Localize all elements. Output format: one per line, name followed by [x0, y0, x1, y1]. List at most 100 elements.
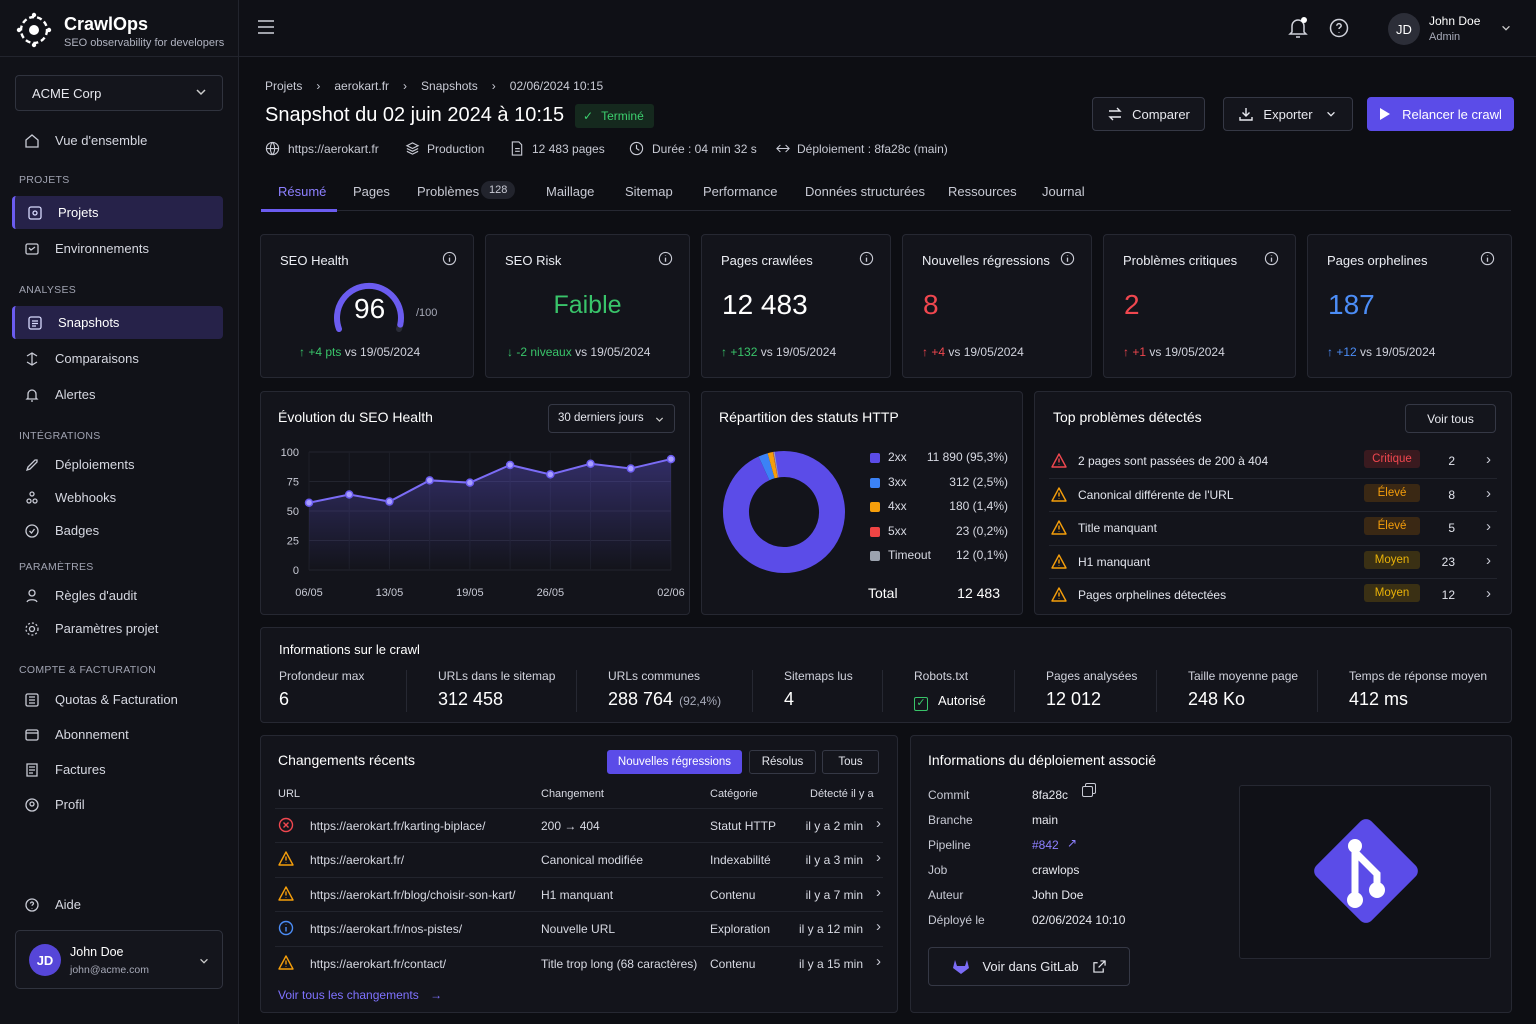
change-url[interactable]: https://aerokart.fr/contact/ [310, 956, 447, 971]
tab-sitemap[interactable]: Sitemap [625, 184, 673, 199]
issue-label: 2 pages sont passées de 200 à 404 [1078, 454, 1269, 468]
data-point[interactable] [546, 470, 555, 479]
change-url[interactable]: https://aerokart.fr/ [310, 853, 405, 868]
nav-alerts[interactable]: Alertes [12, 378, 223, 411]
y-tick-label: 100 [281, 447, 299, 459]
top-issues-card: Top problèmes détectés Voir tous 2 pages… [1034, 391, 1512, 615]
meta-deployment[interactable]: Déploiement : 8fa28c (main) [797, 142, 948, 156]
rerun-crawl-button[interactable]: Relancer le crawl [1367, 97, 1514, 131]
chevron-down-icon[interactable] [1500, 22, 1512, 34]
info-icon[interactable] [658, 251, 673, 266]
nav-projects[interactable]: Projets [12, 196, 223, 229]
info-icon[interactable] [442, 251, 457, 266]
check-icon: ✓ [583, 109, 594, 123]
data-point[interactable] [666, 454, 676, 464]
nav-snapshots[interactable]: Snapshots [12, 306, 223, 339]
nav-overview-label: Vue d'ensemble [55, 133, 148, 148]
data-point[interactable] [626, 464, 636, 473]
filter-all[interactable]: Tous [822, 750, 879, 774]
export-button[interactable]: Exporter [1223, 97, 1353, 131]
nav-subscription[interactable]: Abonnement [12, 718, 223, 751]
nav-audit-rules[interactable]: Règles d'audit [12, 579, 223, 612]
breadcrumb-item[interactable]: Snapshots [421, 79, 478, 93]
help-icon[interactable] [1329, 18, 1349, 38]
table-row[interactable]: https://aerokart.fr/Canonical modifiée In… [261, 842, 897, 876]
see-all-issues-button[interactable]: Voir tous [1405, 404, 1496, 433]
data-point[interactable] [304, 498, 314, 507]
notification-bell-icon[interactable] [1288, 17, 1308, 39]
data-point[interactable] [385, 497, 394, 506]
issue-row[interactable]: Canonical différente de l'URL Élevé 8 › [1035, 477, 1511, 511]
tab-maillage[interactable]: Maillage [546, 184, 595, 199]
nav-environments[interactable]: Environnements [12, 232, 223, 265]
series-area [309, 459, 671, 570]
nav-webhooks[interactable]: Webhooks [12, 481, 223, 514]
tab-resources[interactable]: Ressources [948, 184, 1017, 199]
kpi-delta: ↑ +1 vs 19/05/2024 [1123, 345, 1225, 359]
data-point[interactable] [425, 476, 434, 485]
data-point[interactable] [586, 459, 595, 469]
nav-invoices[interactable]: Factures [12, 753, 223, 786]
nav-project-settings[interactable]: Paramètres projet [12, 612, 223, 645]
filter-resolved[interactable]: Résolus [749, 750, 816, 774]
info-icon[interactable] [1480, 251, 1495, 266]
tab-journal[interactable]: Journal [1042, 184, 1085, 199]
kpi-critical-problems: Problèmes critiques 2 ↑ +1 vs 19/05/2024 [1103, 234, 1296, 378]
external-link-icon[interactable]: ↗ [1067, 836, 1078, 850]
issue-row[interactable]: 2 pages sont passées de 200 à 404 Critiqu… [1035, 444, 1511, 477]
change-url[interactable]: https://aerokart.fr/karting-biplace/ [310, 819, 486, 833]
slice-2xx[interactable] [723, 451, 845, 573]
data-point[interactable] [505, 460, 515, 470]
compare-button[interactable]: Comparer [1092, 97, 1205, 131]
nav-badges[interactable]: Badges [12, 514, 223, 547]
meta-url[interactable]: https://aerokart.fr [288, 142, 379, 156]
header-avatar[interactable]: JD [1388, 13, 1420, 45]
nav-deployments[interactable]: Déploiements [12, 448, 223, 481]
nav-profile[interactable]: Profil [12, 788, 223, 821]
filter-new-regressions[interactable]: Nouvelles régressions [607, 750, 742, 774]
deploy-field-value[interactable]: #842 [1032, 838, 1059, 852]
tab-performance[interactable]: Performance [703, 184, 778, 199]
kpi-title: SEO Health [280, 253, 349, 268]
info-icon[interactable] [1060, 251, 1075, 266]
tab-structured-data[interactable]: Données structurées [805, 184, 925, 199]
data-point[interactable] [465, 478, 475, 487]
see-all-changes-link[interactable]: Voir tous les changements → [278, 988, 442, 1002]
issue-row[interactable]: Pages orphelines détectées Moyen 12 › [1035, 578, 1511, 611]
tab-pages[interactable]: Pages [353, 184, 390, 199]
breadcrumb-item[interactable]: Projets [265, 79, 303, 93]
table-row[interactable]: https://aerokart.fr/nos-pistes/Nouvelle … [261, 911, 897, 945]
sidebar-user-menu[interactable]: JD John Doe john@acme.com [15, 930, 223, 989]
nav-help[interactable]: Aide [12, 888, 223, 921]
tab-resume[interactable]: Résumé [278, 184, 327, 199]
view-in-gitlab-button[interactable]: Voir dans GitLab [928, 947, 1130, 986]
copy-icon[interactable] [1082, 786, 1093, 797]
table-row[interactable]: https://aerokart.fr/karting-biplace/200 … [261, 808, 897, 842]
divider [1317, 670, 1318, 712]
crawl-info-label: Pages analysées [1046, 669, 1138, 683]
table-row[interactable]: https://aerokart.fr/contact/Title trop l… [261, 945, 897, 980]
subscription-icon [25, 728, 39, 741]
row-divider [275, 808, 883, 809]
org-selector[interactable]: ACME Corp [15, 75, 223, 111]
breadcrumb-item[interactable]: aerokart.fr [334, 79, 390, 93]
nav-overview[interactable]: Vue d'ensemble [12, 124, 223, 157]
nav-comparisons[interactable]: Comparaisons [12, 342, 223, 375]
date-range-select[interactable]: 30 derniers jours [548, 404, 675, 433]
issue-row[interactable]: H1 manquant Moyen 23 › [1035, 544, 1511, 578]
issue-row[interactable]: Title manquant Élevé 5 › [1035, 511, 1511, 544]
change-url[interactable]: https://aerokart.fr/blog/choisir-son-kar… [310, 887, 516, 902]
nav-quotas[interactable]: Quotas & Facturation [12, 683, 223, 716]
hamburger-menu-icon[interactable] [258, 20, 274, 34]
invoice-icon [26, 762, 38, 777]
value-text: 6 [279, 689, 290, 709]
slice-timeout[interactable] [723, 451, 845, 573]
table-row[interactable]: https://aerokart.fr/blog/choisir-son-kar… [261, 876, 897, 911]
kpi-delta: ↓ -2 niveaux vs 19/05/2024 [507, 345, 651, 359]
data-point[interactable] [344, 490, 354, 499]
info-icon[interactable] [859, 251, 874, 266]
info-icon[interactable] [1264, 251, 1279, 266]
tab-problems[interactable]: Problèmes [417, 184, 480, 199]
change-url[interactable]: https://aerokart.fr/nos-pistes/ [310, 922, 463, 937]
kpi-title: Nouvelles régressions [922, 253, 1050, 268]
